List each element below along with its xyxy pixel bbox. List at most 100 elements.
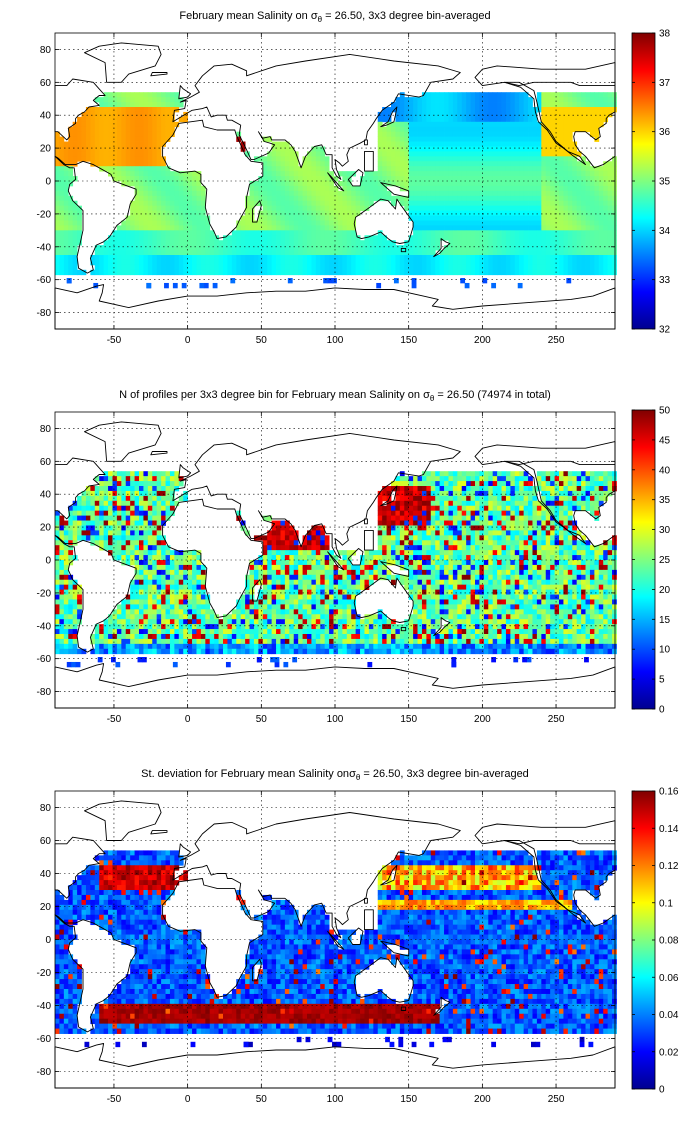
heatmap-cell xyxy=(59,245,65,251)
gridlines xyxy=(55,33,615,329)
heatmap-cell xyxy=(143,136,149,142)
heatmap-cell xyxy=(276,141,281,147)
heatmap-cell xyxy=(355,190,361,197)
heatmap-cell xyxy=(488,269,494,276)
heatmap-cell xyxy=(519,535,525,541)
heatmap-cell xyxy=(143,107,149,113)
heatmap-cell xyxy=(386,255,392,261)
heatmap-cell xyxy=(134,181,140,187)
heatmap-cell xyxy=(510,520,516,526)
heatmap-cell xyxy=(536,230,542,236)
heatmap-cell xyxy=(426,215,432,221)
heatmap-cell xyxy=(470,176,476,182)
heatmap-cell xyxy=(470,215,476,221)
heatmap-cell xyxy=(236,259,242,266)
heatmap-cell xyxy=(563,151,569,157)
heatmap-cell xyxy=(510,166,516,172)
heatmap-cell xyxy=(324,171,330,177)
heatmap-cell xyxy=(470,259,476,266)
heatmap-cell xyxy=(391,510,396,516)
heatmap-cell xyxy=(391,126,396,133)
heatmap-cell xyxy=(404,259,410,266)
heatmap-cell xyxy=(214,259,219,266)
heatmap-cell xyxy=(576,126,582,133)
heatmap-cell xyxy=(488,490,494,497)
heatmap-cell xyxy=(545,156,551,162)
heatmap-cell xyxy=(293,195,299,202)
heatmap-cell xyxy=(488,195,494,202)
heatmap-cell xyxy=(501,269,507,276)
heatmap-cell xyxy=(364,176,370,182)
heatmap-cell xyxy=(81,525,87,531)
heatmap-cell xyxy=(417,171,423,177)
heatmap-cell xyxy=(466,525,471,531)
heatmap-cell xyxy=(382,166,387,172)
heatmap-cell xyxy=(466,146,471,152)
heatmap-cell xyxy=(598,230,604,236)
heatmap-cell xyxy=(315,525,321,531)
heatmap-cell xyxy=(435,530,441,536)
heatmap-cell xyxy=(607,545,613,551)
heatmap-cell xyxy=(382,495,387,502)
heatmap-cell xyxy=(227,255,233,261)
heatmap-cell xyxy=(444,161,449,167)
heatmap-cell xyxy=(501,545,507,551)
heatmap-cell xyxy=(187,171,193,177)
heatmap-cell xyxy=(72,500,78,507)
heatmap-cell xyxy=(161,195,166,202)
heatmap-cell xyxy=(143,264,149,271)
heatmap-cell xyxy=(457,200,463,207)
heatmap-cell xyxy=(519,181,525,187)
chart-title-prefix: N of profiles per 3x3 degree bin for Feb… xyxy=(119,389,423,401)
heatmap-cell xyxy=(492,151,498,157)
heatmap-cell xyxy=(603,185,609,192)
heatmap-cell xyxy=(439,146,445,152)
heatmap-cell xyxy=(280,525,286,531)
heatmap-cell xyxy=(156,540,162,546)
heatmap-cell xyxy=(315,250,321,256)
heatmap-cell xyxy=(94,510,100,516)
heatmap-cell xyxy=(536,505,542,512)
heatmap-cell xyxy=(125,535,131,541)
heatmap-cell xyxy=(559,92,564,98)
heatmap-cell xyxy=(156,535,162,541)
heatmap-cell xyxy=(134,235,140,241)
heatmap-cell xyxy=(293,210,299,216)
heatmap-cell xyxy=(183,171,189,177)
heatmap-cell xyxy=(475,550,480,556)
heatmap-cell xyxy=(514,92,520,98)
heatmap-cell xyxy=(125,540,131,546)
heatmap-cell xyxy=(333,255,339,261)
heatmap-cell xyxy=(68,131,74,137)
heatmap-cell xyxy=(572,215,578,221)
heatmap-cell xyxy=(532,166,538,172)
heatmap-cell xyxy=(59,205,65,211)
heatmap-cell xyxy=(276,540,281,546)
heatmap-cell xyxy=(152,107,158,113)
heatmap-cell xyxy=(408,540,414,546)
heatmap-cell xyxy=(483,550,489,556)
heatmap-cell xyxy=(63,176,69,182)
heatmap-cell xyxy=(200,200,206,207)
heatmap-cell xyxy=(510,126,516,133)
heatmap-cell xyxy=(585,210,591,216)
heatmap-cell xyxy=(505,500,511,507)
heatmap-cell xyxy=(430,500,436,507)
heatmap-cell xyxy=(333,190,339,197)
heatmap-cell xyxy=(554,225,560,231)
heatmap-cell xyxy=(112,550,118,556)
heatmap-cell xyxy=(116,131,122,137)
heatmap-cell xyxy=(139,255,144,261)
heatmap-cell xyxy=(510,220,516,226)
heatmap-cell xyxy=(147,146,153,152)
heatmap-cell xyxy=(307,176,312,182)
heatmap-cell xyxy=(139,195,144,202)
heatmap-cell xyxy=(470,181,476,187)
heatmap-cell xyxy=(139,121,144,128)
heatmap-cell xyxy=(435,161,441,167)
heatmap-cell xyxy=(289,185,295,192)
heatmap-cell xyxy=(196,555,202,561)
heatmap-cell xyxy=(497,269,502,276)
heatmap-cell xyxy=(249,250,255,256)
heatmap-cell xyxy=(342,240,348,246)
